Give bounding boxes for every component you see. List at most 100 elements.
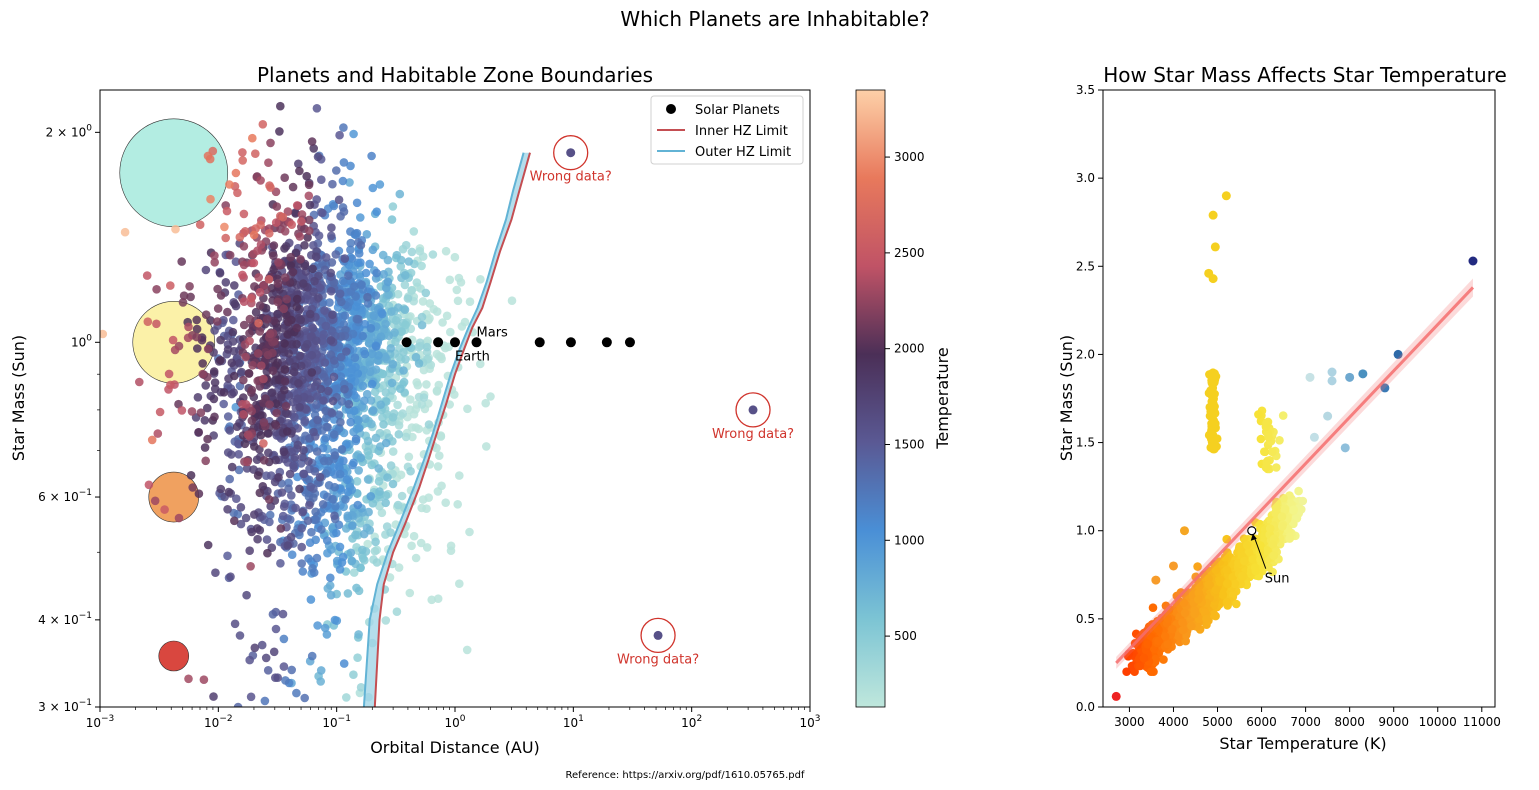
planet-point [486,392,495,401]
star-point [1178,625,1188,635]
star-point [1209,394,1218,404]
planet-point [227,450,236,459]
planet-point [298,567,308,576]
planet-point [349,129,358,139]
planet-point [332,528,341,538]
planet-point [361,414,370,424]
planet-point [396,262,406,271]
star-point [1269,551,1278,560]
planet-point [247,416,257,426]
planet-point [339,456,348,466]
planet-point [280,244,289,253]
star-point [1277,512,1287,521]
planet-point [411,553,421,563]
planet-point [178,298,188,307]
star-point [1163,614,1172,624]
planet-point [236,503,246,512]
left-y-ticks: 3 × 10−1 4 × 10−1 6 × 10−1 100 2 × 100 [38,123,100,714]
planet-point [234,465,244,475]
planet-point [289,461,298,470]
planet-point [316,677,326,686]
planet-point [297,559,307,568]
planet-point [328,310,337,320]
planet-point [196,408,206,418]
regression-line [1115,278,1475,669]
planet-point [409,531,419,541]
planet-point [194,427,203,437]
planet-point [150,496,160,506]
planet-point [323,548,332,558]
planet-point [407,285,417,295]
planet-point [284,349,293,358]
right-y-ticks: 0.0 0.5 1.0 1.5 2.0 2.5 3.0 3.5 [1076,83,1103,714]
y-tick-label: 100 [71,333,92,349]
planet-point [377,508,387,518]
planet-point [263,666,273,675]
planet-point [299,469,309,479]
star-point [1220,553,1230,562]
star-point [1250,563,1260,572]
planet-point [337,558,347,567]
star-point [1153,624,1162,634]
planet-point [237,367,246,377]
planet-point [311,515,320,524]
planet-annotation: Earth [455,349,490,364]
planet-point [316,666,326,675]
colorbar-tick-label: 1000 [894,533,925,547]
planet-point [266,471,276,480]
planet-point [388,359,398,369]
legend-box [650,95,804,165]
planet-point [287,220,297,229]
planet-point [160,505,169,514]
planet-point [280,339,289,348]
star-point [1244,548,1254,557]
planet-point [280,365,290,374]
planet-point [305,226,314,236]
planet-point [364,507,373,517]
planet-point [339,158,349,167]
planet-point [352,314,362,324]
legend-inner-label: Inner HZ Limit [695,124,788,139]
planet-point [364,451,374,460]
planet-point [259,418,269,427]
star-point [1264,562,1273,572]
planet-point [415,246,425,256]
planet-point [265,400,274,409]
planet-point [281,273,290,282]
planet-point [312,104,322,113]
planet-point [257,640,267,650]
planet-point [291,503,300,513]
x-tick-label: 6000 [1246,715,1277,729]
planet-point [327,231,336,241]
planet-point [225,180,234,189]
planet-point [210,326,219,335]
planet-point [313,152,323,162]
planet-point [346,227,355,236]
planet-point [363,436,373,446]
planet-point [278,609,288,619]
planet-point [378,309,387,319]
planet-point [417,312,427,322]
star-point [1289,519,1298,529]
sun-arrow-head [1250,533,1257,541]
planet-point [326,590,336,600]
star-point [1271,503,1281,513]
planet-point [371,433,381,443]
planet-point [365,367,375,377]
star-point [1122,667,1131,676]
planet-point [227,389,237,399]
right-chart: How Star Mass Affects Star Temperature S… [1057,63,1507,753]
planet-point [298,507,307,517]
planet-point [228,327,238,337]
planet-point [368,499,378,508]
planet-point [230,281,239,290]
planet-point [363,475,373,484]
planet-point [481,398,491,408]
planet-point [317,175,326,184]
star-point [1210,242,1220,252]
planet-point [248,133,257,143]
right-plot-frame [1102,89,1496,708]
y-tick-label: 3 × 10−1 [38,698,92,714]
planet-point [268,366,278,376]
planet-point [240,227,250,236]
